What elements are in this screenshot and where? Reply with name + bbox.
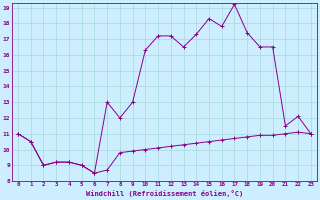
X-axis label: Windchill (Refroidissement éolien,°C): Windchill (Refroidissement éolien,°C) bbox=[86, 190, 243, 197]
